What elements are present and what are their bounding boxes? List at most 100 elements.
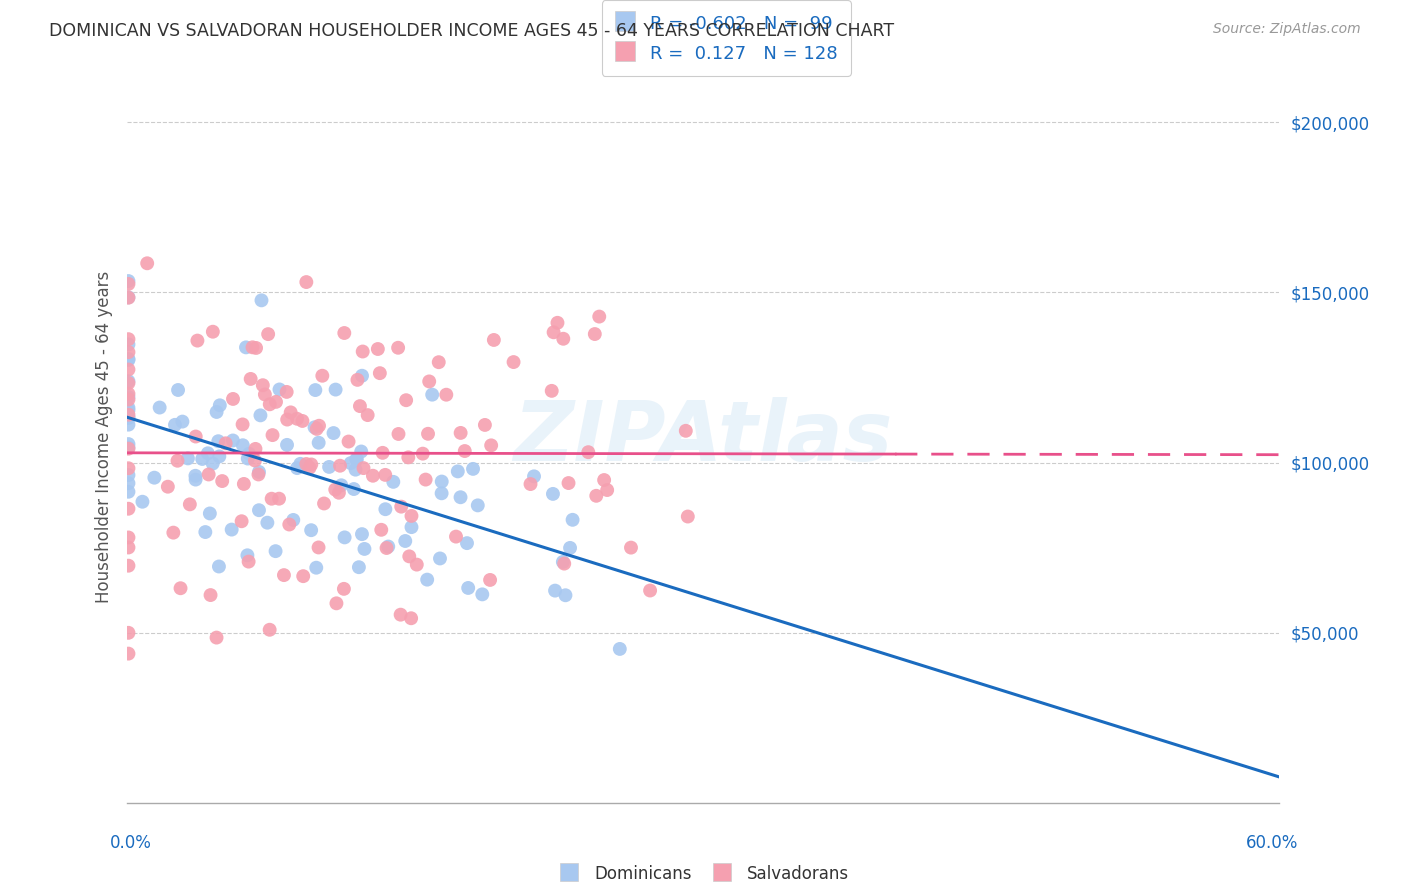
Point — [117, 410, 139, 425]
Point — [312, 496, 335, 510]
Point — [166, 454, 188, 468]
Point — [117, 441, 139, 455]
Point — [117, 374, 139, 388]
Point — [304, 383, 326, 397]
Point — [283, 513, 305, 527]
Point — [256, 516, 278, 530]
Point — [236, 549, 259, 563]
Point — [221, 523, 243, 537]
Point — [429, 551, 451, 566]
Point — [259, 397, 281, 411]
Point — [371, 446, 394, 460]
Point — [337, 434, 360, 449]
Point — [172, 415, 194, 429]
Point — [353, 461, 375, 475]
Point — [200, 588, 222, 602]
Point — [117, 408, 139, 422]
Point — [676, 509, 699, 524]
Point — [467, 499, 489, 513]
Point — [375, 541, 398, 555]
Point — [117, 647, 139, 661]
Point — [232, 417, 254, 432]
Point — [162, 525, 184, 540]
Point — [471, 587, 494, 601]
Point — [396, 450, 419, 465]
Point — [295, 457, 318, 471]
Point — [117, 625, 139, 640]
Point — [117, 290, 139, 304]
Point — [323, 483, 346, 497]
Point — [546, 316, 568, 330]
Point — [389, 607, 412, 622]
Point — [117, 437, 139, 451]
Point — [444, 530, 467, 544]
Point — [276, 412, 298, 426]
Point — [576, 445, 599, 459]
Point — [117, 468, 139, 483]
Point — [117, 390, 139, 404]
Point — [267, 491, 290, 506]
Point — [243, 453, 266, 467]
Point — [291, 414, 314, 428]
Point — [551, 555, 574, 569]
Point — [339, 456, 361, 470]
Point — [215, 436, 238, 450]
Point — [638, 583, 661, 598]
Point — [198, 507, 221, 521]
Point — [401, 520, 423, 534]
Point — [278, 517, 301, 532]
Point — [143, 471, 166, 485]
Point — [197, 467, 219, 482]
Point — [394, 534, 416, 549]
Point — [387, 341, 409, 355]
Point — [117, 362, 139, 376]
Point — [609, 642, 631, 657]
Point — [177, 451, 200, 466]
Point — [430, 475, 453, 489]
Point — [117, 541, 139, 555]
Point — [117, 291, 139, 305]
Point — [588, 310, 610, 324]
Point — [333, 530, 356, 544]
Point — [479, 573, 502, 587]
Point — [405, 558, 427, 572]
Point — [347, 560, 370, 574]
Point — [117, 386, 139, 401]
Point — [461, 462, 484, 476]
Point — [117, 274, 139, 288]
Point — [184, 429, 207, 443]
Point — [523, 469, 546, 483]
Point — [304, 420, 326, 434]
Point — [295, 275, 318, 289]
Point — [299, 458, 322, 472]
Point — [412, 447, 434, 461]
Point — [344, 452, 367, 467]
Point — [308, 418, 330, 433]
Point — [620, 541, 643, 555]
Point — [398, 549, 420, 564]
Point — [382, 475, 405, 489]
Point — [374, 502, 396, 516]
Point — [117, 403, 139, 417]
Point — [235, 340, 257, 354]
Point — [553, 557, 575, 571]
Point — [543, 326, 565, 340]
Point — [117, 376, 139, 390]
Point — [245, 442, 267, 456]
Point — [553, 332, 575, 346]
Point — [249, 409, 271, 423]
Point — [541, 487, 564, 501]
Point — [583, 326, 606, 341]
Point — [156, 480, 179, 494]
Point — [343, 482, 366, 496]
Point — [416, 573, 439, 587]
Text: 0.0%: 0.0% — [110, 834, 152, 852]
Point — [585, 489, 607, 503]
Point — [596, 483, 619, 497]
Point — [544, 583, 567, 598]
Y-axis label: Householder Income Ages 45 - 64 years: Householder Income Ages 45 - 64 years — [94, 271, 112, 603]
Point — [416, 426, 439, 441]
Point — [350, 368, 373, 383]
Point — [117, 501, 139, 516]
Point — [131, 494, 153, 508]
